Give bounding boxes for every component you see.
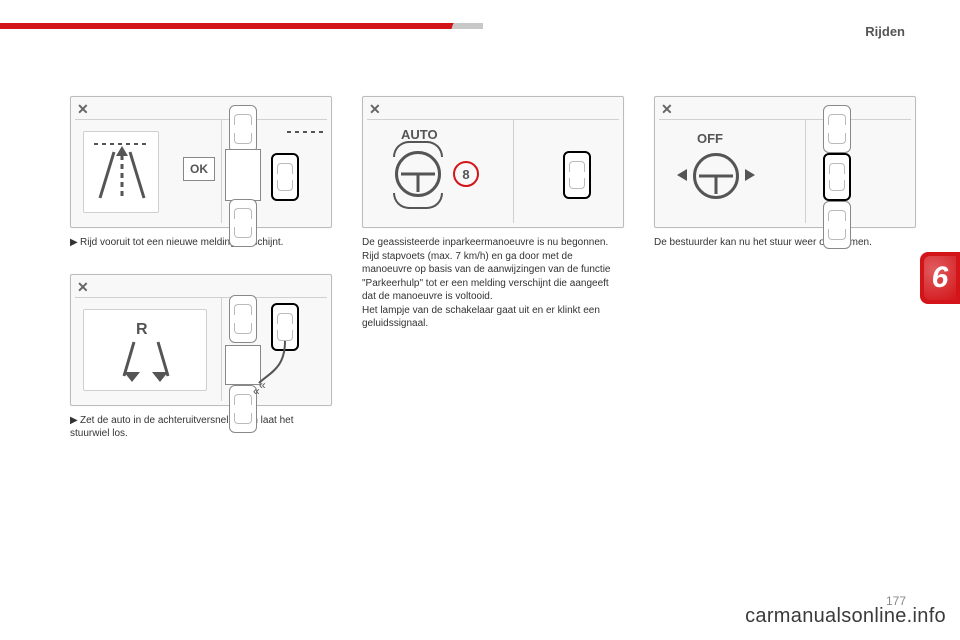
right-pane [223,123,325,221]
screen-rule [75,119,327,120]
column-2: ✕ AUTO 8 De geassisteerde inparkeermanoe… [362,96,624,331]
parked-car-bottom [823,201,851,249]
reverse-path-icon: « « [253,339,303,409]
screen-divider [805,119,806,223]
screen-rule [659,119,911,120]
caption-3: De bestuurder kan nu het stuur weer over… [654,236,916,250]
arrow-in-right-icon [745,169,755,181]
display-screen-find-space: ✕ OK [70,96,332,228]
chapter-badge: 6 [920,252,960,304]
ok-label: OK [183,157,215,181]
caption-2-text: De geassisteerde inparkeermanoeuvre is n… [362,237,611,329]
screen-divider [221,297,222,401]
right-pane [807,123,909,221]
close-icon: ✕ [369,101,381,118]
close-icon: ✕ [77,101,89,118]
svg-text:«: « [259,378,266,392]
caption-2: De geassisteerde inparkeermanoeuvre is n… [362,236,624,331]
close-icon: ✕ [661,101,673,118]
manual-page: Rijden ✕ OK [0,0,960,640]
screen-divider [513,119,514,223]
screen-rule [367,119,619,120]
column-3: ✕ OFF De bestuurder kan nu het stuur wee… [654,96,916,250]
watermark: carmanualsonline.info [745,605,946,628]
steering-wheel-icon [395,151,441,197]
caption-1a: ▶Rijd vooruit tot een nieuwe melding ver… [70,236,332,250]
speed-value: 8 [462,167,469,182]
lane-icon [84,132,160,214]
caption-1b-text: Zet de auto in de achteruitversnelling e… [70,415,293,440]
close-icon: ✕ [77,279,89,296]
left-pane: AUTO 8 [371,123,509,221]
display-screen-reverse: ✕ R [70,274,332,406]
right-pane [515,123,617,221]
parked-car-top [823,105,851,153]
display-screen-off: ✕ OFF [654,96,916,228]
steering-wheel-icon [693,153,739,199]
display-screen-auto: ✕ AUTO 8 [362,96,624,228]
ego-car [271,153,299,201]
left-pane: R [79,301,217,399]
arrow-in-left-icon [677,169,687,181]
section-title: Rijden [865,24,905,39]
chapter-number: 6 [932,261,949,295]
screen-divider [221,119,222,223]
speed-limit-badge: 8 [453,161,479,187]
rotate-arrow-bottom-icon [393,193,443,209]
left-pane: OFF [663,123,801,221]
column-1: ✕ OK [70,96,332,441]
parked-car-bottom [229,199,257,247]
reverse-lane-graphic: R [83,309,207,391]
dotted-line-icon [287,127,327,137]
ego-car [823,153,851,201]
header-rule-red [0,23,460,29]
parked-car-top [229,295,257,343]
auto-label: AUTO [401,127,438,142]
caption-1b: ▶Zet de auto in de achteruitversnelling … [70,414,332,441]
ego-car [563,151,591,199]
parking-slot [225,149,261,201]
header-rule-grey [443,23,483,29]
right-pane: « « [223,301,325,399]
left-pane: OK [79,123,217,221]
off-label: OFF [697,131,723,146]
screen-rule [75,297,327,298]
lane-graphic [83,131,159,213]
reverse-lane-icon: R [84,310,208,392]
parked-car-top [229,105,257,153]
svg-text:R: R [136,321,148,338]
